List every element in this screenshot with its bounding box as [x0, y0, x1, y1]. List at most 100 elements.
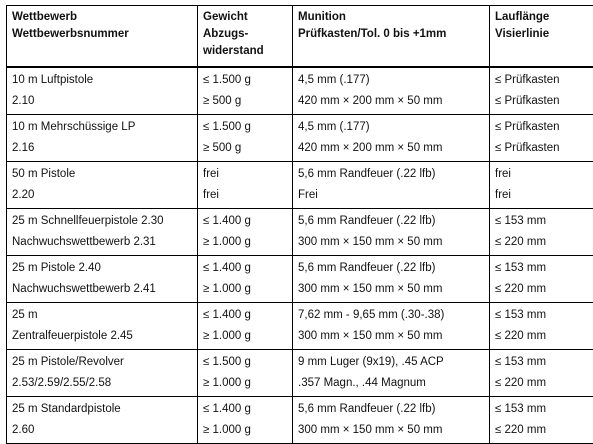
cell-line: ≤ 153 mm: [495, 215, 547, 227]
header-line: Gewicht: [203, 11, 248, 23]
cell-wettbewerb: 10 m Luftpistole 2.10: [6, 66, 198, 115]
cell-line: 2.53/2.59/2.55/2.58: [12, 377, 112, 389]
cell-line: ≥ 1.000 g: [203, 377, 251, 389]
cell-line: ≤ 153 mm: [495, 309, 547, 321]
cell-line: ≤ 220 mm: [495, 377, 547, 389]
cell-line: ≤ 1.400 g: [203, 403, 251, 415]
cell-line: ≤ 220 mm: [495, 424, 547, 436]
weapon-specs-table: Wettbewerb Wettbewerbsnummer Gewicht Abz…: [6, 5, 593, 444]
table-row: 10 m Luftpistole 2.10 ≤ 1.500 g ≥ 500 g 4,…: [6, 66, 593, 115]
cell-line: 10 m Luftpistole: [12, 74, 94, 86]
cell-line: ≤ 153 mm: [495, 403, 547, 415]
cell-line: 4,5 mm (.177): [298, 74, 370, 86]
cell-lauflaenge: frei frei: [489, 161, 593, 209]
table-row: 10 m Mehrschüssige LP 2.16 ≤ 1.500 g ≥ 500…: [6, 114, 593, 162]
table-body: 10 m Luftpistole 2.10 ≤ 1.500 g ≥ 500 g 4,…: [6, 66, 593, 444]
cell-line: 300 mm × 150 mm × 50 mm: [298, 236, 443, 248]
header-line: Visierlinie: [495, 28, 550, 40]
cell-line: frei: [203, 189, 219, 201]
cell-line: ≤ 1.400 g: [203, 309, 251, 321]
cell-line: ≤ 1.500 g: [203, 121, 251, 133]
header-line: Abzugs-: [203, 28, 249, 40]
cell-line: ≤ 220 mm: [495, 283, 547, 295]
cell-line: ≤ 1.400 g: [203, 262, 251, 274]
table-row: 25 m Pistole 2.40 Nachwuchswettbewerb 2.4…: [6, 255, 593, 303]
cell-line: ≤ 1.500 g: [203, 74, 251, 86]
cell-wettbewerb: 25 m Schnellfeuerpistole 2.30 Nachwuchswe…: [6, 208, 198, 256]
header-line: Wettbewerb: [12, 11, 77, 23]
cell-line: ≤ 153 mm: [495, 356, 547, 368]
cell-gewicht: ≤ 1.400 g ≥ 1.000 g: [197, 396, 293, 444]
cell-line: 5,6 mm Randfeuer (.22 lfb): [298, 262, 436, 274]
cell-gewicht: frei frei: [197, 161, 293, 209]
cell-line: frei: [495, 189, 511, 201]
cell-gewicht: ≤ 1.500 g ≥ 500 g: [197, 114, 293, 162]
cell-wettbewerb: 25 m Pistole/Revolver 2.53/2.59/2.55/2.58: [6, 349, 198, 397]
cell-line: 25 m Standardpistole: [12, 403, 121, 415]
header-line: Prüfkasten/Tol. 0 bis +1mm: [298, 28, 447, 40]
cell-gewicht: ≤ 1.500 g ≥ 500 g: [197, 66, 293, 115]
cell-line: Frei: [298, 189, 318, 201]
cell-wettbewerb: 25 m Standardpistole 2.60: [6, 396, 198, 444]
cell-line: ≤ 220 mm: [495, 236, 547, 248]
cell-munition: 4,5 mm (.177) 420 mm × 200 mm × 50 mm: [292, 66, 490, 115]
cell-line: 10 m Mehrschüssige LP: [12, 121, 136, 133]
cell-munition: 7,62 mm - 9,65 mm (.30-.38) 300 mm × 150 …: [292, 302, 490, 350]
header-line: Lauflänge: [495, 11, 550, 23]
cell-line: frei: [495, 168, 511, 180]
cell-line: 5,6 mm Randfeuer (.22 lfb): [298, 168, 436, 180]
cell-lauflaenge: ≤ 153 mm ≤ 220 mm: [489, 396, 593, 444]
cell-lauflaenge: ≤ 153 mm ≤ 220 mm: [489, 208, 593, 256]
cell-line: ≤ 220 mm: [495, 330, 547, 342]
cell-line: Zentralfeuerpistole 2.45: [12, 330, 133, 342]
cell-line: Nachwuchswettbewerb 2.31: [12, 236, 156, 248]
cell-lauflaenge: ≤ 153 mm ≤ 220 mm: [489, 349, 593, 397]
cell-line: 4,5 mm (.177): [298, 121, 370, 133]
cell-wettbewerb: 25 m Pistole 2.40 Nachwuchswettbewerb 2.4…: [6, 255, 198, 303]
header-line: Munition: [298, 11, 346, 23]
cell-line: ≤ 1.500 g: [203, 356, 251, 368]
cell-gewicht: ≤ 1.400 g ≥ 1.000 g: [197, 255, 293, 303]
header-row: Wettbewerb Wettbewerbsnummer Gewicht Abz…: [6, 5, 593, 68]
cell-line: ≤ Prüfkasten: [495, 74, 560, 86]
cell-wettbewerb: 50 m Pistole 2.20: [6, 161, 198, 209]
cell-munition: 5,6 mm Randfeuer (.22 lfb) Frei: [292, 161, 490, 209]
cell-line: 25 m: [12, 309, 38, 321]
cell-line: 2.20: [12, 189, 35, 201]
cell-line: 50 m Pistole: [12, 168, 76, 180]
cell-line: 420 mm × 200 mm × 50 mm: [298, 142, 443, 154]
header-munition: Munition Prüfkasten/Tol. 0 bis +1mm: [292, 5, 490, 68]
cell-line: ≤ 153 mm: [495, 262, 547, 274]
cell-line: .357 Magn., .44 Magnum: [298, 377, 426, 389]
cell-line: ≥ 500 g: [203, 95, 242, 107]
cell-gewicht: ≤ 1.500 g ≥ 1.000 g: [197, 349, 293, 397]
cell-line: 9 mm Luger (9x19), .45 ACP: [298, 356, 444, 368]
cell-line: ≥ 1.000 g: [203, 236, 251, 248]
header-line: widerstand: [203, 45, 264, 57]
cell-line: 2.60: [12, 424, 35, 436]
header-gewicht: Gewicht Abzugs- widerstand: [197, 5, 293, 68]
cell-line: ≥ 500 g: [203, 142, 242, 154]
cell-munition: 4,5 mm (.177) 420 mm × 200 mm × 50 mm: [292, 114, 490, 162]
cell-line: Nachwuchswettbewerb 2.41: [12, 283, 156, 295]
table-row: 25 m Zentralfeuerpistole 2.45 ≤ 1.400 g ≥ …: [6, 302, 593, 350]
table-row: 25 m Pistole/Revolver 2.53/2.59/2.55/2.58…: [6, 349, 593, 397]
header-line: Wettbewerbsnummer: [12, 28, 129, 40]
cell-line: 2.16: [12, 142, 35, 154]
cell-munition: 5,6 mm Randfeuer (.22 lfb) 300 mm × 150 m…: [292, 255, 490, 303]
cell-lauflaenge: ≤ Prüfkasten ≤ Prüfkasten: [489, 114, 593, 162]
cell-line: frei: [203, 168, 219, 180]
header-lauflaenge: Lauflänge Visierlinie: [489, 5, 593, 68]
table-row: 25 m Schnellfeuerpistole 2.30 Nachwuchswe…: [6, 208, 593, 256]
cell-lauflaenge: ≤ 153 mm ≤ 220 mm: [489, 255, 593, 303]
cell-line: 300 mm × 150 mm × 50 mm: [298, 424, 443, 436]
cell-line: ≤ Prüfkasten: [495, 121, 560, 133]
cell-line: ≤ 1.400 g: [203, 215, 251, 227]
cell-line: 25 m Pistole 2.40: [12, 262, 101, 274]
cell-line: ≤ Prüfkasten: [495, 142, 560, 154]
cell-lauflaenge: ≤ 153 mm ≤ 220 mm: [489, 302, 593, 350]
cell-gewicht: ≤ 1.400 g ≥ 1.000 g: [197, 208, 293, 256]
cell-line: 25 m Pistole/Revolver: [12, 356, 124, 368]
cell-lauflaenge: ≤ Prüfkasten ≤ Prüfkasten: [489, 66, 593, 115]
